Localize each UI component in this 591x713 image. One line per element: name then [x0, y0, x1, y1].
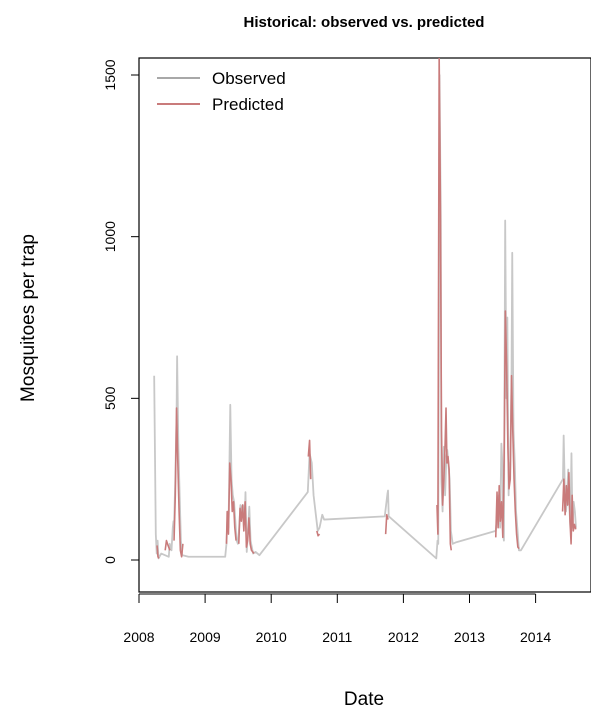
series-line-predicted-3	[225, 462, 237, 544]
x-tick-label-2008: 2008	[123, 629, 154, 645]
series-line-predicted-1	[164, 539, 171, 551]
series-line-predicted-4	[237, 501, 255, 555]
x-tick-label-2012: 2012	[388, 629, 419, 645]
y-tick-label-0: 0	[102, 556, 118, 564]
x-tick-label-2014: 2014	[520, 629, 551, 645]
legend: Observed Predicted	[157, 69, 286, 114]
series-line-predicted-10	[561, 471, 577, 545]
series-line-observed-0	[153, 74, 577, 560]
y-axis: 0 500 1000 1500	[102, 59, 139, 564]
legend-label-observed: Observed	[212, 69, 286, 88]
x-tick-label-2009: 2009	[190, 629, 221, 645]
y-tick-label-500: 500	[102, 386, 118, 410]
y-tick-label-1000: 1000	[102, 221, 118, 252]
x-tick-label-2010: 2010	[256, 629, 287, 645]
series-line-predicted-6	[316, 530, 321, 537]
y-tick-label-1500: 1500	[102, 59, 118, 90]
series-line-predicted-2	[173, 407, 184, 558]
series-line-predicted-7	[384, 513, 389, 535]
series-layer	[153, 58, 577, 560]
legend-label-predicted: Predicted	[212, 95, 284, 114]
series-line-predicted-8	[436, 58, 453, 551]
chart-title: Historical: observed vs. predicted	[244, 14, 485, 31]
x-tick-label-2011: 2011	[322, 629, 352, 645]
series-line-predicted-5	[307, 439, 312, 480]
series-line-predicted-9	[494, 310, 520, 550]
series-line-predicted-0	[156, 545, 160, 559]
y-axis-label: Mosquitoes per trap	[18, 234, 39, 402]
x-axis: 2008 2009 2010 2011 2012 2013 2014	[123, 593, 551, 645]
x-axis-label: Date	[344, 689, 384, 710]
x-tick-label-2013: 2013	[454, 629, 485, 645]
plot-frame	[138, 57, 591, 593]
